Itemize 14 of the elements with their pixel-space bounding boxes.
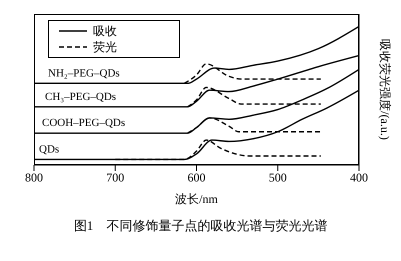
x-tick-label: 800 <box>25 170 43 185</box>
caption: 图1 不同修饰量子点的吸收光谱与荧光光谱 <box>72 217 328 235</box>
x-axis-title: 波长/nm <box>175 192 218 206</box>
x-tick-label: 400 <box>350 170 368 185</box>
annotation: NH₂–PEG–QDs <box>48 67 120 80</box>
legend-label: 吸收 <box>93 22 117 40</box>
legend-label: 荧光 <box>93 38 117 56</box>
y-axis-title: 吸收荧光强度/(a.u.) <box>378 39 392 140</box>
x-tick-label: 700 <box>106 170 124 185</box>
annotation: CH₃–PEG–QDs <box>45 90 116 103</box>
annotation: QDs <box>39 143 60 156</box>
x-tick-label: 500 <box>268 170 287 185</box>
annotation: COOH–PEG–QDs <box>42 117 126 130</box>
x-tick-label: 600 <box>188 170 206 185</box>
